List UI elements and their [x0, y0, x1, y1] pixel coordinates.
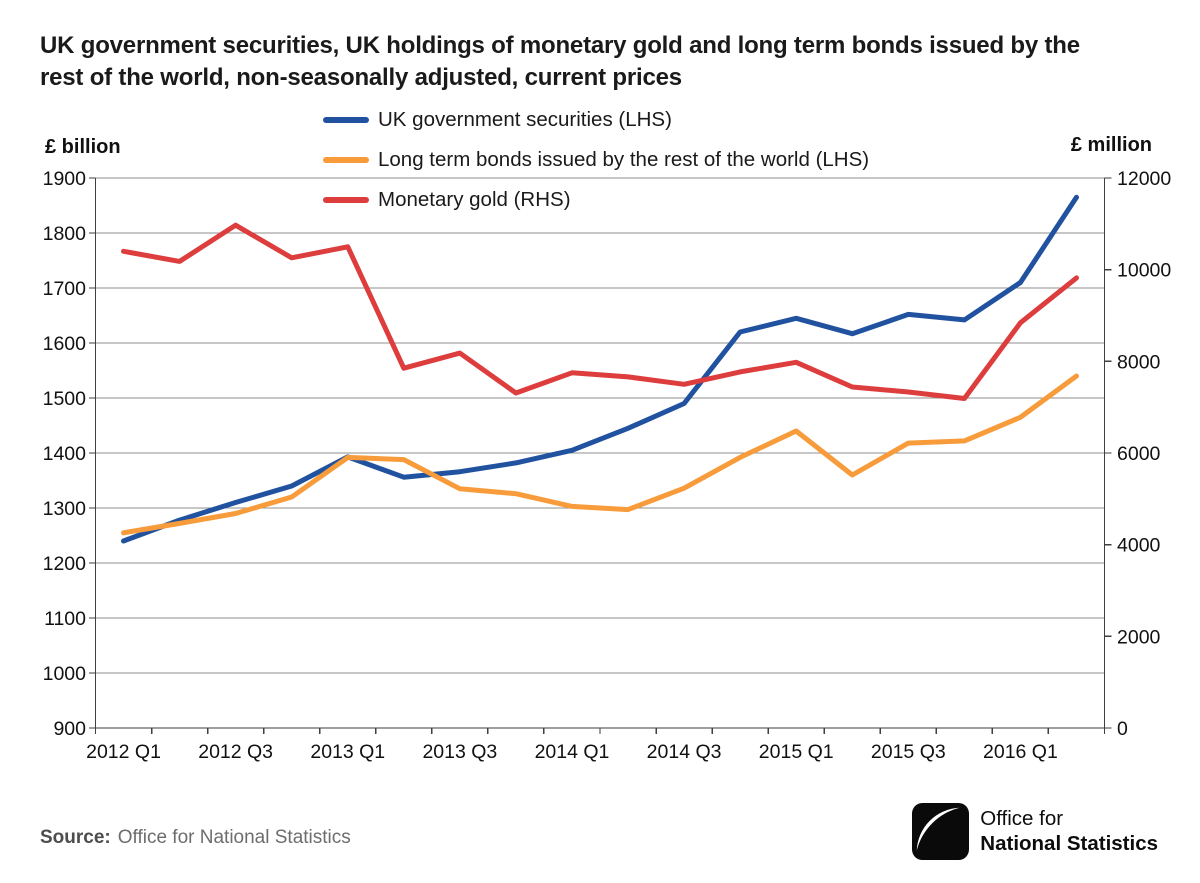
- svg-text:2013 Q1: 2013 Q1: [310, 741, 385, 763]
- source-label: Source:: [40, 827, 111, 848]
- svg-text:2014 Q3: 2014 Q3: [647, 741, 722, 763]
- svg-text:1800: 1800: [43, 223, 87, 245]
- svg-text:1400: 1400: [43, 443, 87, 465]
- series-line-uk-government-securities: [121, 194, 1079, 544]
- legend-label-long-term-bonds-rest-of-world: Long term bonds issued by the rest of th…: [378, 148, 870, 171]
- source-text: Office for National Statistics: [117, 827, 351, 848]
- legend-item-uk-government-securities: UK government securities (LHS): [323, 108, 869, 132]
- ons-logo: Office for National Statistics: [912, 803, 1158, 860]
- ons-logo-line2: National Statistics: [980, 831, 1158, 855]
- series-line-long-term-bonds-rest-of-world: [121, 373, 1079, 536]
- svg-text:2012 Q1: 2012 Q1: [86, 741, 161, 763]
- legend-swatch-uk-government-securities: [323, 117, 369, 123]
- left-axis-unit-label: £ billion: [45, 136, 121, 158]
- series-line-monetary-gold: [121, 222, 1079, 401]
- legend-item-long-term-bonds-rest-of-world: Long term bonds issued by the rest of th…: [323, 148, 869, 172]
- svg-text:900: 900: [53, 718, 86, 740]
- svg-text:10000: 10000: [1117, 260, 1171, 282]
- legend-label-uk-government-securities: UK government securities (LHS): [378, 108, 672, 131]
- svg-text:2016 Q1: 2016 Q1: [983, 741, 1058, 763]
- svg-text:6000: 6000: [1117, 443, 1161, 465]
- chart-title-line1: UK government securities, UK holdings of…: [40, 32, 1080, 59]
- x-axis-tick-labels: 2012 Q1 2012 Q3 2013 Q1 2013 Q3 2014 Q1 2014 …: [86, 741, 1058, 763]
- svg-text:2015 Q1: 2015 Q1: [759, 741, 834, 763]
- chart-legend: UK government securities (LHS) Long term …: [323, 108, 869, 228]
- svg-text:8000: 8000: [1117, 351, 1161, 373]
- legend-item-monetary-gold: Monetary gold (RHS): [323, 188, 869, 212]
- ons-logo-line1: Office for: [980, 807, 1064, 831]
- source-row: Source: Office for National Statistics: [40, 827, 351, 849]
- y-axis-left-tick-labels: 900 1000 1100 1200 1300 1400 1500 1600 1700 1800 1…: [43, 168, 87, 740]
- legend-swatch-monetary-gold: [323, 197, 369, 203]
- y-axis-right-tick-labels: 0 2000 4000 6000 8000 10000 12000: [1117, 168, 1171, 740]
- ons-logo-icon: [912, 803, 970, 860]
- svg-text:1500: 1500: [43, 388, 87, 410]
- legend-label-monetary-gold: Monetary gold (RHS): [378, 188, 571, 211]
- ons-logo-text: Office for National Statistics: [980, 807, 1158, 855]
- svg-text:2013 Q3: 2013 Q3: [422, 741, 497, 763]
- svg-text:12000: 12000: [1117, 168, 1171, 190]
- svg-text:0: 0: [1117, 718, 1128, 740]
- right-axis-unit-label: £ million: [1070, 134, 1152, 156]
- svg-text:2012 Q3: 2012 Q3: [198, 741, 273, 763]
- svg-text:2015 Q3: 2015 Q3: [871, 741, 946, 763]
- svg-text:1300: 1300: [43, 498, 87, 520]
- svg-text:1000: 1000: [43, 663, 87, 685]
- svg-text:1700: 1700: [43, 278, 87, 300]
- chart-title-line2: rest of the world, non-seasonally adjust…: [40, 63, 682, 91]
- axes: [89, 177, 1112, 734]
- svg-text:1600: 1600: [43, 333, 87, 355]
- svg-text:1100: 1100: [44, 608, 86, 630]
- svg-text:2014 Q1: 2014 Q1: [535, 741, 610, 763]
- chart-title: UK government securities, UK holdings of…: [40, 30, 1180, 94]
- svg-text:1900: 1900: [43, 168, 87, 190]
- svg-text:1200: 1200: [43, 553, 87, 575]
- gridlines: [95, 177, 1105, 674]
- svg-text:4000: 4000: [1117, 535, 1161, 557]
- svg-text:2000: 2000: [1117, 626, 1161, 648]
- legend-swatch-long-term-bonds-rest-of-world: [323, 157, 369, 163]
